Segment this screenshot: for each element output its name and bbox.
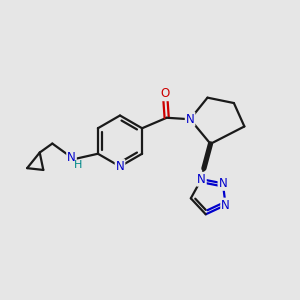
Text: H: H xyxy=(74,160,82,170)
Text: N: N xyxy=(218,177,227,190)
Text: N: N xyxy=(197,173,206,186)
Text: O: O xyxy=(160,87,170,100)
Text: N: N xyxy=(221,199,230,212)
Text: N: N xyxy=(67,151,76,164)
Text: N: N xyxy=(116,160,124,173)
Text: N: N xyxy=(186,113,194,126)
